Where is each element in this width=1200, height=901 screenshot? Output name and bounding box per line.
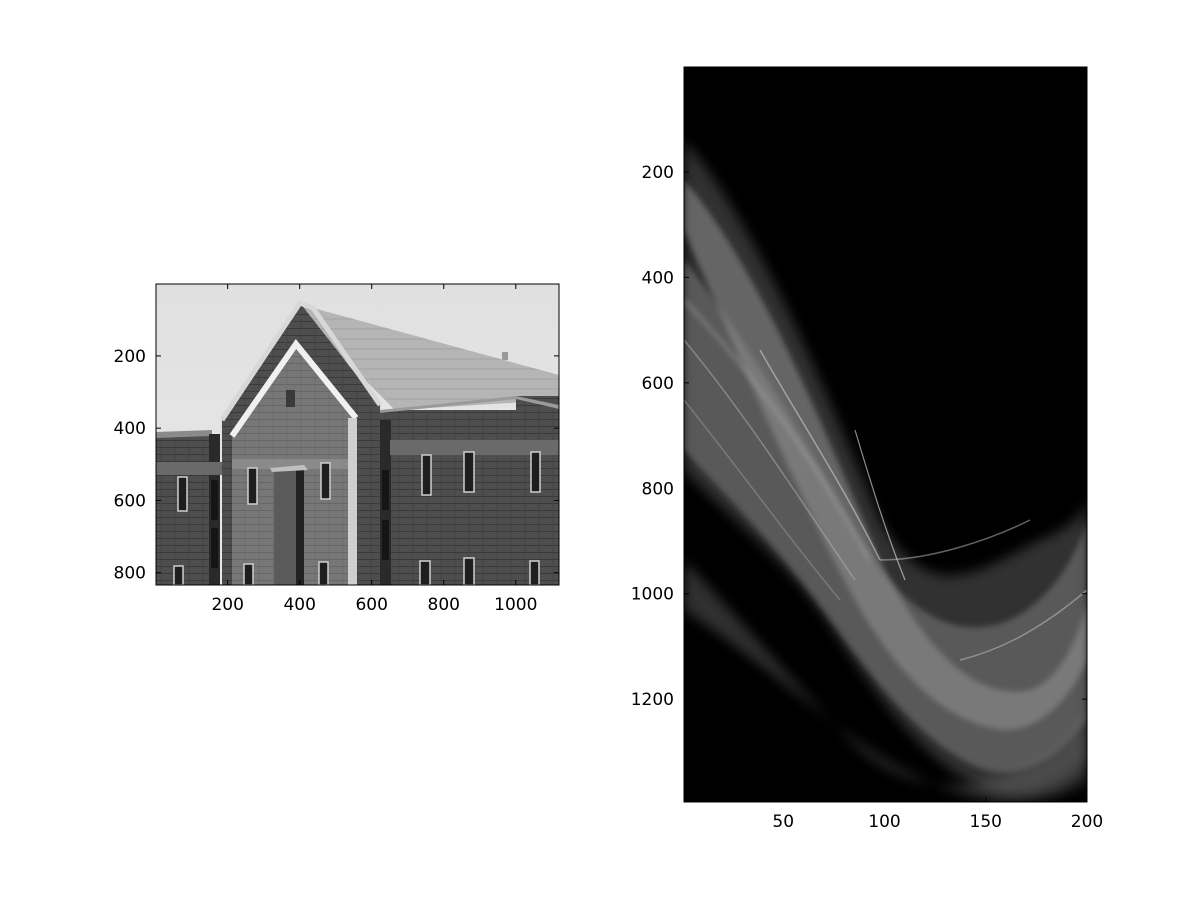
building-x-tick-label: 800 <box>428 595 460 615</box>
hough-x-tick-label: 50 <box>772 812 794 832</box>
hough-transform-panel: 50 100 150 200 200 400 600 800 1000 1200 <box>631 66 1103 832</box>
building-axes-frame <box>155 283 560 586</box>
hough-x-tick-label: 150 <box>970 812 1002 832</box>
building-x-ticks: 200 400 600 800 1000 <box>211 284 537 615</box>
hough-y-ticks: 200 400 600 800 1000 1200 <box>631 163 1087 710</box>
hough-x-tick-label: 200 <box>1071 812 1103 832</box>
hough-y-tick-label: 1000 <box>631 585 674 605</box>
building-photo <box>156 284 559 585</box>
building-x-tick-label: 600 <box>355 595 387 615</box>
hough-x-ticks: 50 100 150 200 <box>772 67 1103 832</box>
hough-accumulator-image <box>684 67 1087 802</box>
building-y-ticks: 200 400 600 800 <box>114 347 559 584</box>
hough-x-tick-label: 100 <box>868 812 900 832</box>
building-y-tick-label: 600 <box>114 491 146 511</box>
building-y-tick-label: 400 <box>114 419 146 439</box>
building-x-tick-label: 200 <box>211 595 243 615</box>
hough-y-tick-label: 400 <box>642 268 674 288</box>
hough-y-tick-label: 800 <box>642 479 674 499</box>
building-y-tick-label: 800 <box>114 564 146 584</box>
building-x-tick-label: 400 <box>283 595 315 615</box>
building-y-tick-label: 200 <box>114 347 146 367</box>
building-x-tick-label: 1000 <box>494 595 537 615</box>
hough-axes-frame <box>683 66 1088 803</box>
hough-y-tick-label: 200 <box>642 163 674 183</box>
hough-y-tick-label: 1200 <box>631 690 674 710</box>
building-image-panel: 200 400 600 800 1000 200 400 600 800 <box>114 283 560 615</box>
hough-y-tick-label: 600 <box>642 374 674 394</box>
